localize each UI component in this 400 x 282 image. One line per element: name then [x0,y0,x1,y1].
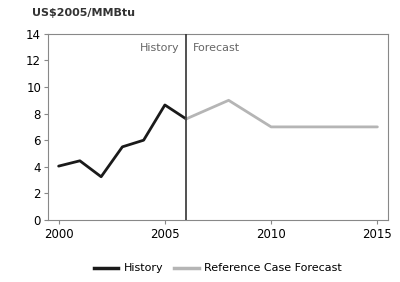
Text: Forecast: Forecast [192,43,240,53]
Text: US$2005/MMBtu: US$2005/MMBtu [32,8,135,18]
Text: History: History [140,43,180,53]
Legend: History, Reference Case Forecast: History, Reference Case Forecast [89,259,347,278]
